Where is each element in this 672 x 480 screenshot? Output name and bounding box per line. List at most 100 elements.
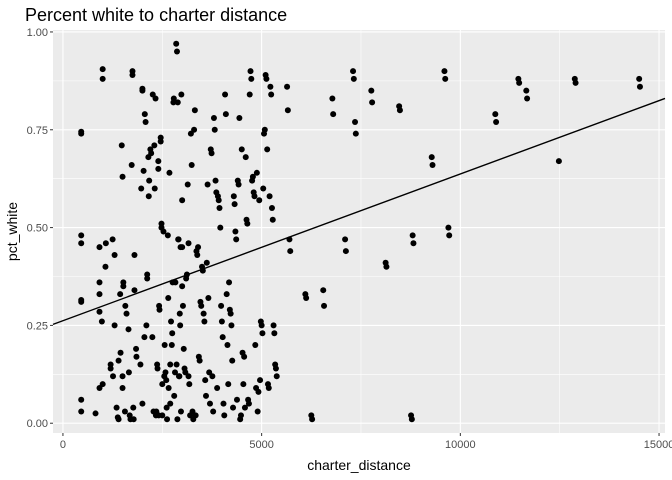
data-point xyxy=(168,318,175,325)
data-point xyxy=(121,408,128,415)
data-point xyxy=(156,306,163,313)
data-point xyxy=(222,91,229,98)
data-point xyxy=(266,193,273,200)
data-point xyxy=(352,130,359,137)
data-point xyxy=(350,75,357,82)
data-point xyxy=(99,381,106,388)
data-point xyxy=(269,216,276,223)
data-point xyxy=(209,373,216,380)
data-point xyxy=(493,118,500,125)
data-point xyxy=(160,228,167,235)
data-point xyxy=(205,295,212,302)
data-point xyxy=(241,353,248,360)
data-point xyxy=(119,173,126,180)
data-point xyxy=(211,126,218,133)
data-point xyxy=(410,240,417,247)
data-point xyxy=(429,161,436,168)
data-point xyxy=(78,298,85,305)
data-point xyxy=(265,385,272,392)
data-point xyxy=(130,416,137,423)
data-point xyxy=(111,251,118,258)
data-point xyxy=(107,365,114,372)
data-point xyxy=(141,334,148,341)
data-point xyxy=(174,99,181,106)
data-point xyxy=(516,79,523,86)
data-point xyxy=(78,232,85,239)
data-point xyxy=(342,236,349,243)
data-point xyxy=(194,251,201,258)
data-point xyxy=(142,118,149,125)
data-point xyxy=(111,322,118,329)
data-point xyxy=(164,416,171,423)
data-point xyxy=(555,158,562,165)
data-point xyxy=(141,111,148,118)
data-point xyxy=(119,373,126,380)
data-point xyxy=(231,201,238,208)
data-point xyxy=(99,66,106,73)
data-point xyxy=(229,357,236,364)
data-point xyxy=(210,408,217,415)
data-point xyxy=(408,416,415,423)
data-point xyxy=(192,412,199,419)
data-point xyxy=(102,263,109,270)
data-point xyxy=(261,126,268,133)
data-point xyxy=(144,275,151,282)
data-point xyxy=(123,310,130,317)
data-point xyxy=(167,361,174,368)
data-point xyxy=(446,232,453,239)
data-point xyxy=(221,412,228,419)
data-point xyxy=(78,240,85,247)
data-point xyxy=(102,240,109,247)
data-point xyxy=(255,388,262,395)
y-axis-ticks: 0.00 0.25 0.50 0.75 1.00 xyxy=(27,27,53,430)
data-point xyxy=(383,263,390,270)
data-point xyxy=(263,75,270,82)
data-point xyxy=(143,322,150,329)
data-point xyxy=(154,365,161,372)
data-point xyxy=(369,99,376,106)
data-point xyxy=(230,193,237,200)
data-point xyxy=(198,302,205,309)
data-point xyxy=(202,377,209,384)
data-point xyxy=(524,95,531,102)
data-point xyxy=(140,167,147,174)
data-point xyxy=(179,197,186,204)
y-tick-label: 1.00 xyxy=(27,27,48,39)
data-point xyxy=(157,138,164,145)
data-point xyxy=(151,185,158,192)
data-point xyxy=(245,400,252,407)
data-point xyxy=(113,404,120,411)
data-point xyxy=(185,240,192,247)
data-point xyxy=(146,177,153,184)
data-point xyxy=(264,146,271,153)
data-point xyxy=(256,197,263,204)
x-tick-label: 5000 xyxy=(249,439,273,451)
data-point xyxy=(258,322,265,329)
y-tick-label: 0.00 xyxy=(27,418,48,430)
data-point xyxy=(99,75,106,82)
data-point xyxy=(218,302,225,309)
data-point xyxy=(191,107,198,114)
x-tick-label: 10000 xyxy=(445,439,476,451)
data-point xyxy=(352,118,359,125)
data-point xyxy=(206,400,213,407)
data-point xyxy=(287,248,294,255)
data-point xyxy=(271,330,278,337)
data-point xyxy=(238,146,245,153)
data-point xyxy=(272,365,279,372)
data-point xyxy=(92,410,99,417)
data-point xyxy=(203,259,210,266)
data-point xyxy=(148,150,155,157)
data-point xyxy=(117,349,124,356)
data-point xyxy=(216,205,223,212)
data-point xyxy=(170,95,177,102)
data-point xyxy=(225,381,232,388)
data-point xyxy=(180,345,187,352)
data-point xyxy=(227,310,234,317)
data-point xyxy=(162,369,169,376)
data-point xyxy=(172,369,179,376)
data-point xyxy=(212,177,219,184)
data-point xyxy=(200,310,207,317)
data-point xyxy=(151,142,158,149)
data-point xyxy=(110,373,117,380)
